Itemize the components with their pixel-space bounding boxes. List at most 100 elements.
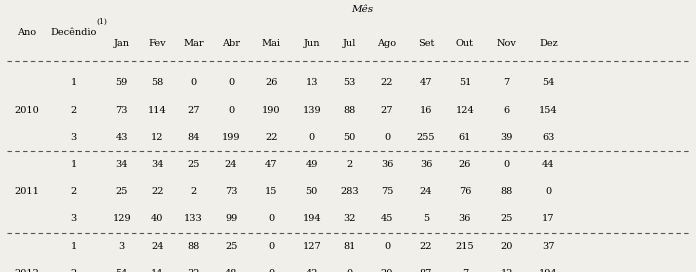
- Text: Fev: Fev: [148, 39, 166, 48]
- Text: Out: Out: [456, 39, 474, 48]
- Text: 99: 99: [225, 214, 237, 224]
- Text: 48: 48: [225, 269, 237, 272]
- Text: 88: 88: [187, 242, 200, 251]
- Text: 0: 0: [347, 269, 352, 272]
- Text: 47: 47: [265, 160, 278, 169]
- Text: 1: 1: [71, 160, 77, 169]
- Text: 25: 25: [500, 214, 513, 224]
- Text: 2010: 2010: [14, 106, 39, 115]
- Text: 84: 84: [187, 133, 200, 142]
- Text: 127: 127: [303, 242, 321, 251]
- Text: 25: 25: [187, 160, 200, 169]
- Text: 3: 3: [119, 242, 125, 251]
- Text: 26: 26: [265, 78, 278, 88]
- Text: Dez: Dez: [539, 39, 557, 48]
- Text: 154: 154: [539, 106, 557, 115]
- Text: 54: 54: [116, 269, 128, 272]
- Text: 12: 12: [500, 269, 513, 272]
- Text: 0: 0: [269, 242, 274, 251]
- Text: 63: 63: [542, 133, 555, 142]
- Text: 2: 2: [71, 269, 77, 272]
- Text: 36: 36: [420, 160, 432, 169]
- Text: 7: 7: [504, 78, 509, 88]
- Text: 5: 5: [423, 214, 429, 224]
- Text: 87: 87: [420, 269, 432, 272]
- Text: 24: 24: [151, 242, 164, 251]
- Text: 34: 34: [151, 160, 164, 169]
- Text: 1: 1: [71, 242, 77, 251]
- Text: 24: 24: [225, 160, 237, 169]
- Text: Ago: Ago: [377, 39, 397, 48]
- Text: 17: 17: [542, 214, 555, 224]
- Text: 88: 88: [500, 187, 513, 196]
- Text: 20: 20: [381, 269, 393, 272]
- Text: Set: Set: [418, 39, 434, 48]
- Text: 27: 27: [187, 106, 200, 115]
- Text: 12: 12: [151, 133, 164, 142]
- Text: 58: 58: [151, 78, 164, 88]
- Text: 199: 199: [222, 133, 240, 142]
- Text: 36: 36: [459, 214, 471, 224]
- Text: 32: 32: [343, 214, 356, 224]
- Text: Decêndio: Decêndio: [51, 28, 97, 37]
- Text: 22: 22: [265, 133, 278, 142]
- Text: 2: 2: [71, 106, 77, 115]
- Text: 39: 39: [500, 133, 513, 142]
- Text: 22: 22: [151, 187, 164, 196]
- Text: 54: 54: [542, 78, 555, 88]
- Text: 255: 255: [417, 133, 435, 142]
- Text: 50: 50: [343, 133, 356, 142]
- Text: 15: 15: [265, 187, 278, 196]
- Text: 88: 88: [343, 106, 356, 115]
- Text: 2: 2: [191, 187, 196, 196]
- Text: Mai: Mai: [262, 39, 281, 48]
- Text: 124: 124: [456, 106, 474, 115]
- Text: 0: 0: [504, 160, 509, 169]
- Text: 0: 0: [546, 187, 551, 196]
- Text: 2: 2: [347, 160, 352, 169]
- Text: 37: 37: [542, 242, 555, 251]
- Text: 3: 3: [71, 214, 77, 224]
- Text: 0: 0: [269, 214, 274, 224]
- Text: 0: 0: [269, 269, 274, 272]
- Text: 14: 14: [151, 269, 164, 272]
- Text: 25: 25: [116, 187, 128, 196]
- Text: 0: 0: [384, 242, 390, 251]
- Text: 215: 215: [456, 242, 474, 251]
- Text: 13: 13: [306, 78, 318, 88]
- Text: 2: 2: [71, 187, 77, 196]
- Text: 43: 43: [116, 133, 128, 142]
- Text: 42: 42: [306, 269, 318, 272]
- Text: 22: 22: [381, 78, 393, 88]
- Text: 26: 26: [459, 160, 471, 169]
- Text: 53: 53: [343, 78, 356, 88]
- Text: 1: 1: [71, 78, 77, 88]
- Text: Nov: Nov: [497, 39, 516, 48]
- Text: Jan: Jan: [114, 39, 129, 48]
- Text: 16: 16: [420, 106, 432, 115]
- Text: 61: 61: [459, 133, 471, 142]
- Text: 2011: 2011: [14, 187, 39, 196]
- Text: 50: 50: [306, 187, 318, 196]
- Text: 139: 139: [303, 106, 321, 115]
- Text: 73: 73: [116, 106, 128, 115]
- Text: 0: 0: [228, 106, 234, 115]
- Text: 0: 0: [384, 133, 390, 142]
- Text: 59: 59: [116, 78, 128, 88]
- Text: 129: 129: [113, 214, 131, 224]
- Text: (1): (1): [96, 18, 107, 26]
- Text: 22: 22: [420, 242, 432, 251]
- Text: Abr: Abr: [222, 39, 240, 48]
- Text: Mar: Mar: [183, 39, 204, 48]
- Text: 40: 40: [151, 214, 164, 224]
- Text: 283: 283: [340, 187, 358, 196]
- Text: 47: 47: [420, 78, 432, 88]
- Text: 45: 45: [381, 214, 393, 224]
- Text: Mês: Mês: [351, 5, 373, 14]
- Text: 133: 133: [184, 214, 203, 224]
- Text: 73: 73: [225, 187, 237, 196]
- Text: 114: 114: [148, 106, 166, 115]
- Text: 49: 49: [306, 160, 318, 169]
- Text: 7: 7: [462, 269, 468, 272]
- Text: 20: 20: [500, 242, 513, 251]
